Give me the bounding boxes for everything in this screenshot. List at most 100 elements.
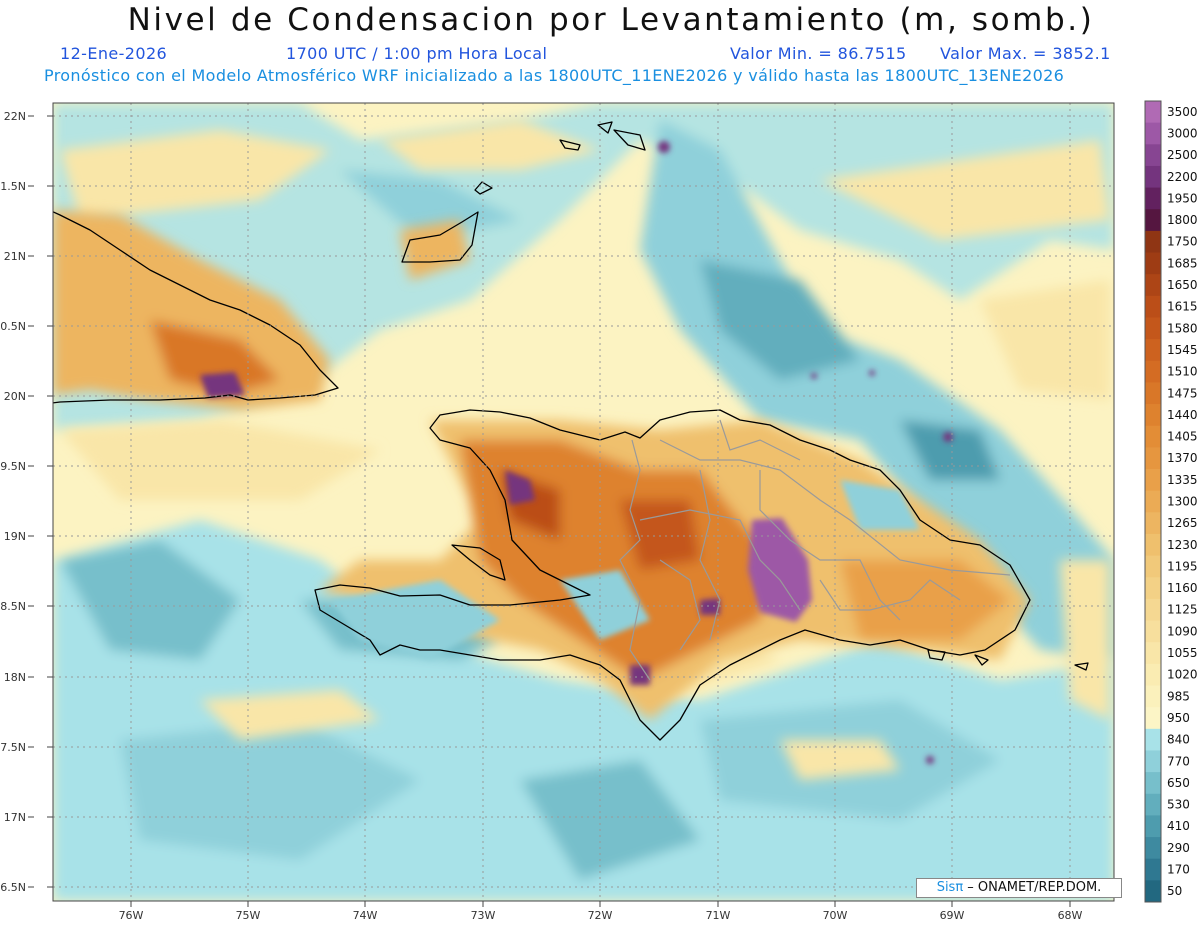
colorbar-label: 1405 <box>1167 430 1198 444</box>
lon-label: 74W <box>353 909 378 922</box>
colorbar-label: 1230 <box>1167 538 1198 552</box>
colorbar-label: 530 <box>1167 798 1190 812</box>
colorbar-swatch <box>1145 620 1161 643</box>
colorbar-label: 410 <box>1167 819 1190 833</box>
colorbar-label: 1650 <box>1167 278 1198 292</box>
lon-label: 70W <box>823 909 848 922</box>
colorbar-swatch <box>1145 165 1161 188</box>
colorbar-label: 2200 <box>1167 170 1198 184</box>
colorbar-label: 1800 <box>1167 213 1198 227</box>
colorbar-swatch <box>1145 685 1161 708</box>
lat-label: 21N <box>4 250 26 263</box>
colorbar-label: 950 <box>1167 711 1190 725</box>
colorbar-swatch <box>1145 728 1161 751</box>
colorbar-label: 1160 <box>1167 581 1198 595</box>
colorbar-label: 840 <box>1167 733 1190 747</box>
colorbar-label: 1300 <box>1167 495 1198 509</box>
credit-text: – ONAMET/REP.DOM. <box>963 880 1102 895</box>
colorbar-label: 1615 <box>1167 300 1198 314</box>
colorbar-swatch <box>1145 339 1161 362</box>
colorbar-swatch <box>1145 837 1161 860</box>
colorbar-swatch <box>1145 555 1161 578</box>
credit-box: Sisπ – ONAMET/REP.DOM. <box>916 878 1122 898</box>
colorbar-swatch <box>1145 382 1161 405</box>
colorbar-swatch <box>1145 598 1161 621</box>
colorbar-swatch <box>1145 295 1161 318</box>
colorbar-label: 1265 <box>1167 516 1198 530</box>
colorbar-swatch <box>1145 469 1161 492</box>
colorbar-label: 1055 <box>1167 646 1198 660</box>
colorbar-label: 1750 <box>1167 235 1198 249</box>
min-value: Valor Min. = 86.7515 <box>730 44 907 63</box>
colorbar-label: 1685 <box>1167 256 1198 270</box>
colorbar-swatch <box>1145 815 1161 838</box>
colorbar-label: 1950 <box>1167 191 1198 205</box>
colorbar-swatch <box>1145 490 1161 513</box>
coastlines <box>53 121 1089 741</box>
colorbar: 3500 3000 2500 2200 1950 1800 1750 1685 1650 1615… <box>1144 100 1198 903</box>
colorbar-swatch <box>1145 642 1161 665</box>
colorbar-label: 1370 <box>1167 451 1198 465</box>
colorbar-label: 2500 <box>1167 148 1198 162</box>
colorbar-swatch <box>1145 425 1161 448</box>
province-borders <box>619 419 1011 681</box>
colorbar-swatch <box>1145 122 1161 145</box>
colorbar-swatch <box>1145 577 1161 600</box>
lat-label: 1.5N <box>0 180 26 193</box>
colorbar-label: 1580 <box>1167 321 1198 335</box>
colorbar-swatch <box>1145 252 1161 275</box>
colorbar-label: 1090 <box>1167 624 1198 638</box>
lon-label: 72W <box>588 909 613 922</box>
lat-label: 20N <box>4 390 26 403</box>
max-value: Valor Max. = 3852.1 <box>940 44 1111 63</box>
colorbar-frame <box>1144 100 1162 903</box>
model-info: Pronóstico con el Modelo Atmosférico WRF… <box>44 66 1065 85</box>
colorbar-swatch <box>1145 317 1161 340</box>
colorbar-swatch <box>1145 880 1161 903</box>
colorbar-label: 50 <box>1167 884 1182 898</box>
lat-label: 18N <box>4 671 26 684</box>
colorbar-label: 290 <box>1167 841 1190 855</box>
colorbar-swatch <box>1145 533 1161 557</box>
colorbar-label: 650 <box>1167 776 1190 790</box>
colorbar-swatch <box>1145 750 1161 773</box>
colorbar-swatch <box>1145 144 1161 167</box>
colorbar-label: 3000 <box>1167 126 1198 140</box>
lat-label: 9.5N <box>0 460 26 473</box>
colorbar-swatch <box>1145 663 1161 686</box>
colorbar-swatch <box>1145 793 1161 816</box>
longitude-labels: 76W 75W 74W 73W 72W 71W 70W 69W 68W <box>119 909 1083 922</box>
map-title: Nivel de Condensacion por Levantamiento … <box>127 2 1095 38</box>
colorbar-swatch <box>1145 404 1161 427</box>
lat-label: 22N <box>4 110 26 123</box>
colorbar-swatch <box>1145 772 1161 795</box>
colorbar-label: 985 <box>1167 689 1190 703</box>
colorbar-swatch <box>1145 209 1161 232</box>
lat-label: 17N <box>4 811 26 824</box>
sispi-logo: Sisπ <box>936 880 964 895</box>
lon-label: 76W <box>119 909 144 922</box>
graticule <box>53 103 1114 901</box>
colorbar-swatch <box>1145 230 1161 253</box>
colorbar-swatch <box>1145 360 1161 383</box>
colorbar-label: 1510 <box>1167 365 1198 379</box>
lat-label: 19N <box>4 530 26 543</box>
colorbar-swatch <box>1145 274 1161 297</box>
lon-label: 68W <box>1058 909 1083 922</box>
colorbar-label: 1125 <box>1167 603 1198 617</box>
colorbar-swatch <box>1145 101 1161 124</box>
colorbar-label: 1020 <box>1167 668 1198 682</box>
colorbar-swatch <box>1145 447 1161 470</box>
colorbar-label: 770 <box>1167 754 1190 768</box>
lat-label: 6.5N <box>0 881 26 894</box>
latitude-labels: 22N 1.5N 21N 0.5N 20N 9.5N 19N 8.5N 18N … <box>0 110 26 894</box>
colorbar-swatch <box>1145 187 1161 210</box>
lon-label: 71W <box>706 909 731 922</box>
colorbar-label: 1195 <box>1167 559 1198 573</box>
lon-label: 69W <box>940 909 965 922</box>
colorbar-swatch <box>1145 512 1161 535</box>
lon-label: 73W <box>471 909 496 922</box>
colorbar-label: 3500 <box>1167 105 1198 119</box>
lat-label: 0.5N <box>0 320 26 333</box>
forecast-date: 12-Ene-2026 <box>60 44 168 63</box>
